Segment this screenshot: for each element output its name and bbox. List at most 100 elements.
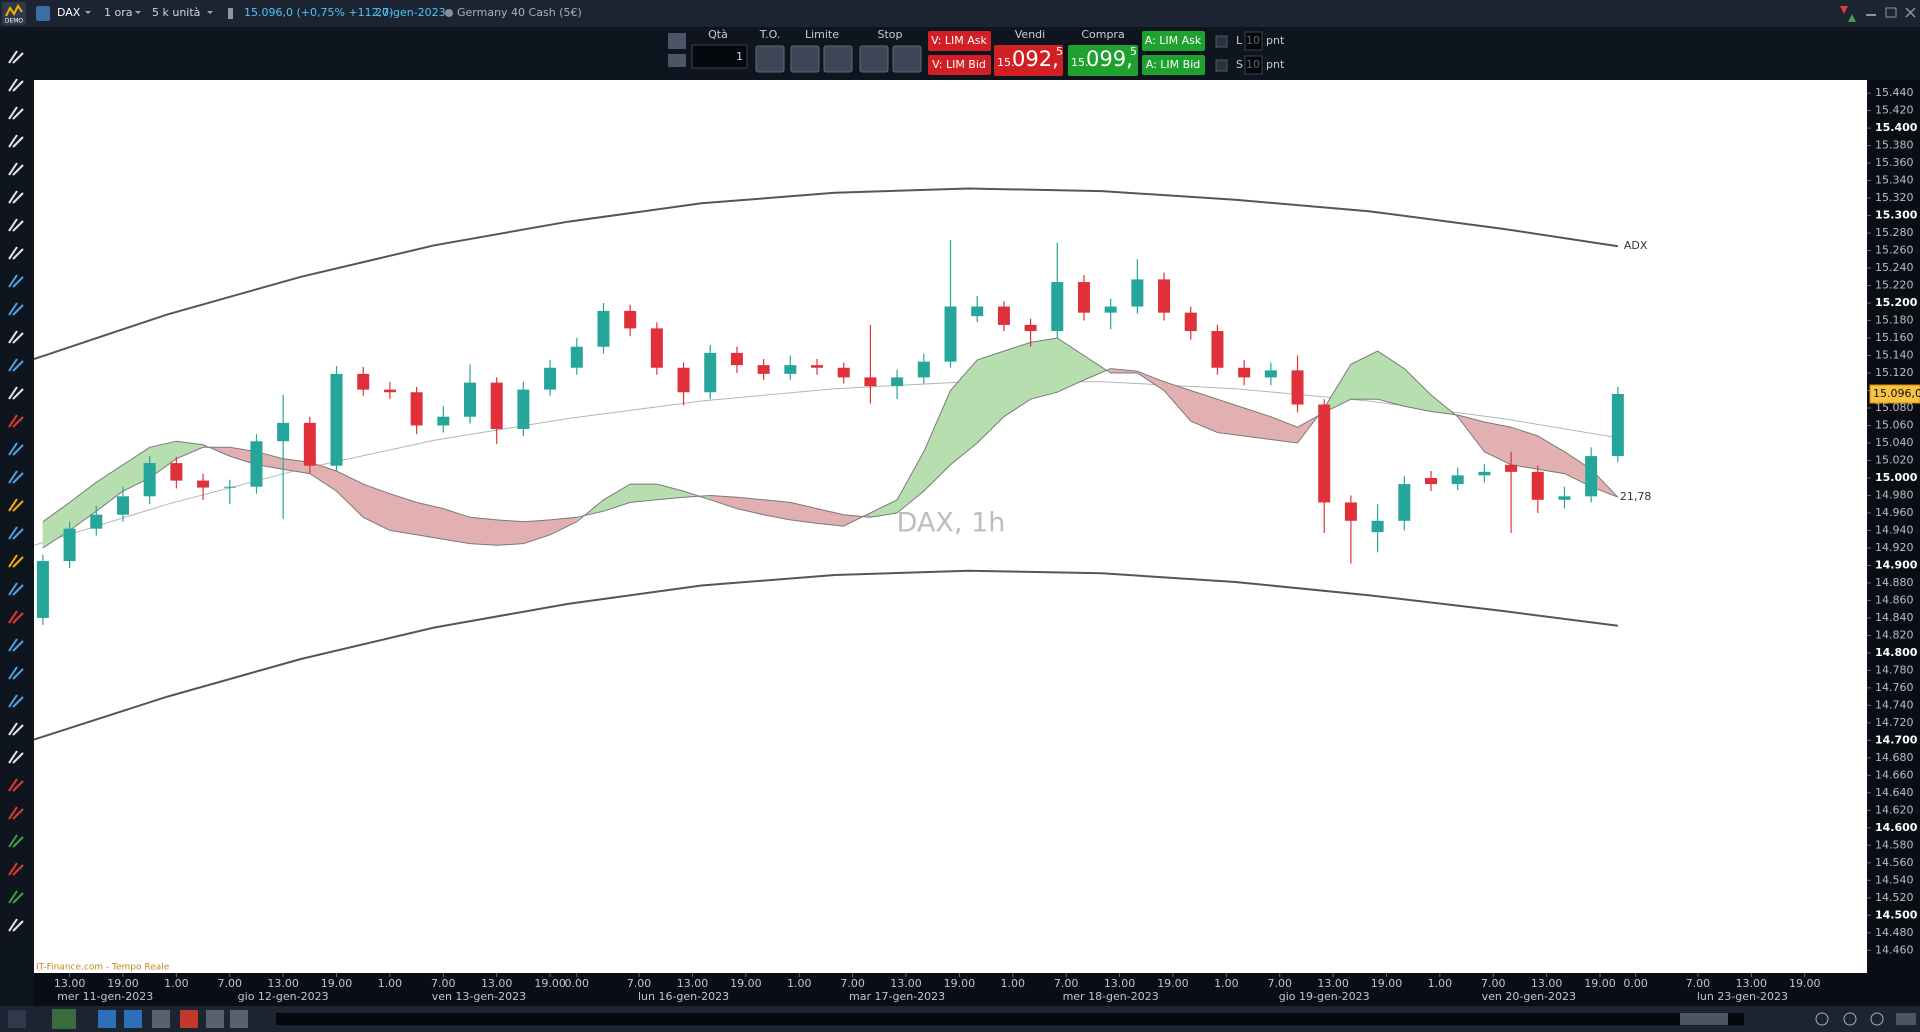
sync-icon[interactable] xyxy=(1848,14,1856,22)
order-button[interactable] xyxy=(892,45,922,73)
tool-icon[interactable] xyxy=(8,78,24,92)
l-input[interactable] xyxy=(1244,31,1263,51)
tool-icon[interactable] xyxy=(8,638,24,652)
y-tick-label: 15.060 xyxy=(1875,418,1914,431)
date-label: lun 23-gen-2023 xyxy=(1697,990,1788,1003)
buy-bid-button[interactable] xyxy=(1142,55,1205,75)
qty-input[interactable] xyxy=(691,44,748,69)
tool-icon[interactable] xyxy=(8,218,24,232)
tool-icon[interactable] xyxy=(8,358,24,372)
tool-icon[interactable] xyxy=(8,246,24,260)
tool-icon[interactable] xyxy=(8,694,24,708)
tool-button[interactable] xyxy=(152,1010,170,1028)
minimize[interactable] xyxy=(1866,14,1876,16)
l-unit: pnt xyxy=(1266,34,1285,47)
buy-price-small[interactable]: 5 xyxy=(1130,45,1137,58)
tool-button[interactable] xyxy=(98,1010,116,1028)
keyboard-button[interactable] xyxy=(1896,1013,1916,1025)
candle-body xyxy=(36,561,49,618)
tool-icon[interactable] xyxy=(8,862,24,876)
tool-button[interactable] xyxy=(180,1010,198,1028)
restore[interactable] xyxy=(1885,7,1897,18)
tool-button[interactable] xyxy=(124,1010,142,1028)
tool-icon[interactable] xyxy=(8,778,24,792)
tool-icon[interactable] xyxy=(8,666,24,680)
order-button[interactable] xyxy=(823,45,853,73)
tool-icon[interactable] xyxy=(8,470,24,484)
l-points[interactable]: 10 xyxy=(1246,34,1260,47)
scrollbar[interactable] xyxy=(274,1011,1746,1027)
buy-bid[interactable]: A: LIM Bid xyxy=(1146,58,1200,71)
buy-price-big[interactable]: 15. xyxy=(1071,56,1089,69)
tool-icon[interactable] xyxy=(8,302,24,316)
tool-button[interactable] xyxy=(206,1010,224,1028)
tool-icon[interactable] xyxy=(8,722,24,736)
sell-price-mid[interactable]: 092, xyxy=(1012,47,1059,71)
tool-icon[interactable] xyxy=(8,162,24,176)
settings-icon[interactable] xyxy=(668,33,686,49)
tool-icon[interactable] xyxy=(8,554,24,568)
tool-icon[interactable] xyxy=(8,134,24,148)
checkbox[interactable] xyxy=(1215,59,1228,72)
tool-icon[interactable] xyxy=(8,442,24,456)
buy-price-mid[interactable]: 099, xyxy=(1086,47,1133,71)
tool-icon[interactable] xyxy=(8,834,24,848)
candle-body xyxy=(330,373,343,466)
symbol[interactable]: DAX xyxy=(57,6,81,19)
tool-icon[interactable] xyxy=(8,582,24,596)
s-input[interactable] xyxy=(1244,55,1263,75)
timeframe[interactable]: 1 ora xyxy=(104,6,133,19)
zoom-button[interactable] xyxy=(1815,1012,1829,1026)
close[interactable] xyxy=(1905,7,1916,18)
scroll-thumb[interactable] xyxy=(1680,1013,1728,1025)
sell-bid-button[interactable] xyxy=(928,55,991,75)
instrument-icon[interactable] xyxy=(36,6,50,21)
l-label: L xyxy=(1236,34,1243,47)
sell-price-big[interactable]: 15. xyxy=(997,56,1015,69)
y-tick-label: 15.180 xyxy=(1875,314,1914,327)
tool-icon[interactable] xyxy=(8,526,24,540)
sell-button[interactable] xyxy=(994,45,1063,76)
checkbox[interactable] xyxy=(1215,35,1228,48)
qty-value[interactable]: 1 xyxy=(736,50,743,63)
order-button[interactable] xyxy=(859,45,889,73)
tool-button[interactable] xyxy=(8,1010,26,1028)
buy-button[interactable] xyxy=(1068,45,1138,76)
sell-ask[interactable]: V: LIM Ask xyxy=(931,34,987,47)
keyboard-icon[interactable] xyxy=(668,54,686,67)
dropdown[interactable] xyxy=(135,11,141,14)
dropdown[interactable] xyxy=(207,11,213,14)
tool-icon[interactable] xyxy=(8,386,24,400)
sell-bid[interactable]: V: LIM Bid xyxy=(932,58,986,71)
sell-ask-button[interactable] xyxy=(928,31,991,51)
s-points[interactable]: 10 xyxy=(1246,58,1260,71)
sell-price-small[interactable]: 5 xyxy=(1056,45,1063,58)
dropdown[interactable] xyxy=(85,11,91,14)
buy-ask-button[interactable] xyxy=(1142,31,1205,51)
tool-icon[interactable] xyxy=(8,50,24,64)
zoom-button[interactable] xyxy=(1870,1012,1884,1026)
y-tick-label: 14.740 xyxy=(1875,698,1914,711)
order-button[interactable] xyxy=(755,45,785,73)
stop-label: Stop xyxy=(877,28,902,41)
left-toolbar xyxy=(0,80,34,1006)
buy-ask[interactable]: A: LIM Ask xyxy=(1145,34,1202,47)
tool-icon[interactable] xyxy=(8,806,24,820)
tool-icon[interactable] xyxy=(8,750,24,764)
tool-icon[interactable] xyxy=(8,274,24,288)
tool-icon[interactable] xyxy=(8,890,24,904)
tool-icon[interactable] xyxy=(8,106,24,120)
zoom-button[interactable] xyxy=(1843,1012,1857,1026)
tool-button[interactable] xyxy=(230,1010,248,1028)
tool-icon[interactable] xyxy=(8,918,24,932)
tool-icon[interactable] xyxy=(8,190,24,204)
info-icon[interactable] xyxy=(228,8,233,19)
sync-icon[interactable] xyxy=(1840,6,1848,14)
tool-icon[interactable] xyxy=(8,498,24,512)
order-button[interactable] xyxy=(790,45,820,73)
tool-icon[interactable] xyxy=(8,610,24,624)
tool-button[interactable] xyxy=(52,1009,76,1029)
tool-icon[interactable] xyxy=(8,414,24,428)
tool-icon[interactable] xyxy=(8,330,24,344)
units[interactable]: 5 k unità xyxy=(152,6,200,19)
